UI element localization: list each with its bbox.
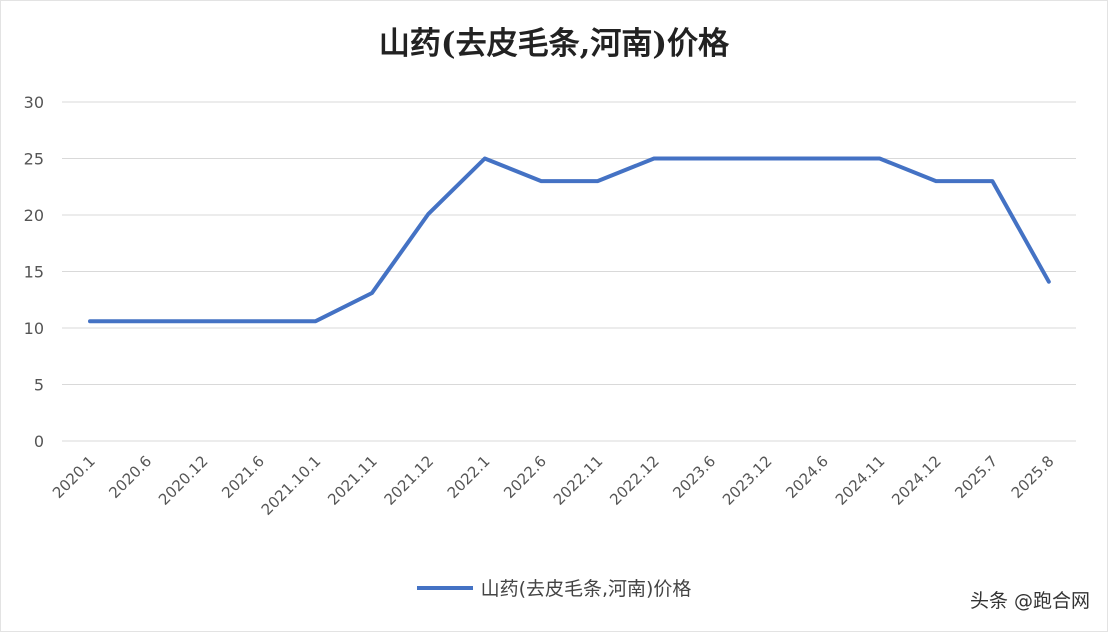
y-tick-label: 15 [24, 263, 44, 282]
legend-swatch [416, 585, 473, 590]
series-line [88, 156, 1051, 324]
chart-title: 山药(去皮毛条,河南)价格 [378, 26, 730, 62]
x-tick-label: 2020.1 [49, 452, 99, 502]
data-point [597, 181, 598, 182]
data-point [315, 321, 316, 322]
y-tick-label: 0 [34, 432, 44, 451]
y-tick-label: 25 [24, 150, 44, 169]
data-point [90, 321, 91, 322]
data-point [992, 181, 993, 182]
x-tick-label: 2025.8 [1008, 452, 1058, 502]
x-tick-label: 2021.10.1 [258, 452, 325, 519]
data-point [202, 321, 203, 322]
y-tick-label: 30 [24, 93, 44, 112]
data-point [654, 158, 655, 159]
x-tick-label: 2021.6 [218, 452, 268, 502]
data-point [484, 158, 485, 159]
legend: 山药(去皮毛条,河南)价格 [0, 574, 1108, 601]
data-point [372, 292, 373, 293]
x-tick-label: 2022.11 [550, 452, 607, 509]
x-tick-label: 2023.12 [719, 452, 776, 509]
x-tick-label: 2025.7 [951, 452, 1001, 502]
x-tick-label: 2024.11 [832, 452, 889, 509]
data-point [823, 158, 824, 159]
x-tick-label: 2024.6 [782, 452, 832, 502]
data-point [1048, 281, 1049, 282]
data-point [766, 158, 767, 159]
data-point [428, 213, 429, 214]
x-tick-label: 2021.11 [324, 452, 381, 509]
legend-label: 山药(去皮毛条,河南)价格 [480, 578, 692, 600]
x-tick-label: 2022.6 [500, 452, 550, 502]
y-tick-label: 20 [24, 206, 44, 225]
data-point [936, 181, 937, 182]
x-tick-label: 2020.6 [105, 452, 155, 502]
data-point [879, 158, 880, 159]
watermark: 头条 @跑合网 [969, 590, 1090, 612]
x-tick-label: 2024.12 [888, 452, 945, 509]
data-point [259, 321, 260, 322]
x-tick-label: 2021.12 [381, 452, 438, 509]
data-point [541, 181, 542, 182]
x-tick-label: 2022.1 [444, 452, 494, 502]
y-tick-label: 10 [24, 319, 44, 338]
x-tick-label: 2023.6 [669, 452, 719, 502]
x-tick-label: 2020.12 [155, 452, 212, 509]
data-point [710, 158, 711, 159]
x-tick-label: 2022.12 [606, 452, 663, 509]
y-tick-label: 5 [34, 376, 44, 395]
data-point [146, 321, 147, 322]
